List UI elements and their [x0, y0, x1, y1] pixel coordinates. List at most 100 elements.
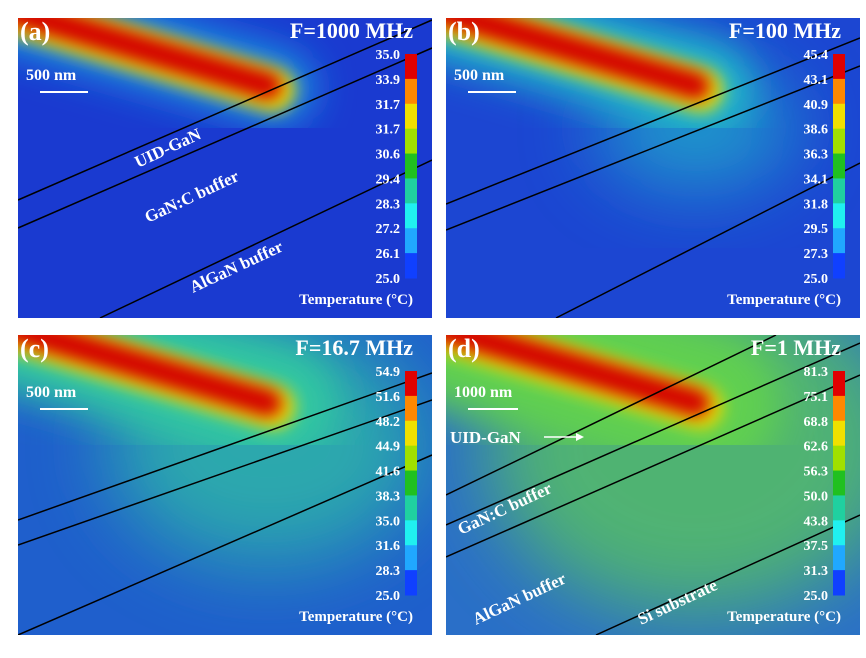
colorbar-segment — [833, 178, 845, 204]
heatmap — [18, 18, 432, 318]
colorbar-tick: 41.6 — [376, 465, 401, 480]
panel-title: F=100 MHz — [729, 18, 841, 43]
colorbar-tick: 29.4 — [376, 172, 401, 187]
colorbar-segment — [405, 395, 417, 422]
panel-title: F=1000 MHz — [290, 18, 413, 43]
colorbar-tick: 28.3 — [376, 197, 401, 212]
colorbar-tick: 31.7 — [376, 98, 401, 113]
colorbar-segment — [833, 371, 845, 397]
colorbar-tick: 31.6 — [376, 539, 401, 554]
layer-boundary — [446, 335, 777, 496]
scale-bar-label: 500 nm — [26, 67, 77, 84]
panel: (c) F=16.7 MHz 500 nm 54.9 51.6 48.2 44.9 41.6 3… — [18, 334, 432, 635]
layer-label: UID-GaN — [450, 428, 522, 447]
heat-core — [446, 335, 710, 417]
colorbar-tick: 33.9 — [376, 73, 401, 88]
colorbar-tick: 51.6 — [376, 390, 401, 405]
colorbar-tick: 50.0 — [804, 489, 829, 504]
colorbar-tick: 31.3 — [804, 564, 829, 579]
panel: (d) F=1 MHz 1000 nm 81.3 75.1 68.8 62.6 56.3 50.… — [446, 334, 860, 635]
panel-title: F=16.7 MHz — [295, 335, 413, 360]
panel: (a) F=1000 MHz 500 nm 35.0 33.9 31.7 31.7 30.6 2… — [18, 17, 432, 318]
heat-core — [18, 18, 282, 100]
layer-boundary — [18, 399, 432, 546]
arrow-head — [576, 433, 584, 441]
panel-label: (c) — [20, 334, 49, 363]
colorbar-segment — [405, 420, 417, 447]
colorbar-segment — [833, 470, 845, 496]
layer-boundary — [18, 454, 432, 635]
colorbar-tick: 37.5 — [804, 539, 829, 554]
colorbar-tick: 30.6 — [376, 148, 401, 163]
colorbar-segment — [833, 103, 845, 130]
colorbar-tick: 56.3 — [804, 465, 829, 480]
colorbar-segment — [405, 78, 417, 105]
colorbar-segment — [405, 545, 417, 571]
colorbar-tick: 28.3 — [376, 564, 401, 579]
panel: (b) F=100 MHz 500 nm 45.4 43.1 40.9 38.6 36.3 34… — [446, 17, 860, 318]
colorbar-tick: 25.0 — [804, 272, 829, 287]
heat-core — [18, 335, 282, 417]
colorbar-tick: 29.5 — [804, 222, 829, 237]
colorbar-segment — [405, 445, 417, 472]
colorbar-segment — [833, 420, 845, 447]
colorbar-tick: 68.8 — [804, 415, 829, 430]
colorbar-title: Temperature (°C) — [727, 292, 841, 308]
colorbar-segment — [405, 371, 417, 397]
colorbar-segment — [833, 570, 845, 596]
colorbar-title: Temperature (°C) — [299, 609, 413, 625]
scale-bar-label: 500 nm — [26, 384, 77, 401]
colorbar-segment — [405, 228, 417, 254]
colorbar-tick: 54.9 — [376, 365, 401, 380]
colorbar-tick: 34.1 — [804, 172, 829, 187]
colorbar-tick: 48.2 — [376, 415, 401, 430]
colorbar-segment — [405, 253, 417, 279]
colorbar-segment — [405, 495, 417, 521]
layer-boundary — [446, 65, 860, 231]
colorbar-tick: 36.3 — [804, 148, 829, 163]
colorbar-tick: 38.6 — [804, 123, 829, 138]
colorbar-segment — [405, 470, 417, 496]
layer-boundary — [18, 372, 432, 521]
colorbar-tick: 45.4 — [804, 48, 829, 63]
panel-label: (b) — [448, 17, 480, 46]
colorbar-segment — [405, 54, 417, 80]
panel-title: F=1 MHz — [751, 335, 841, 360]
layer-boundary — [446, 342, 860, 526]
colorbar-segment — [833, 495, 845, 521]
colorbar-segment — [833, 78, 845, 105]
colorbar-tick: 62.6 — [804, 440, 829, 455]
colorbar-segment — [405, 203, 417, 229]
colorbar-tick: 31.8 — [804, 197, 829, 212]
colorbar-tick: 27.2 — [376, 222, 401, 237]
colorbar-segment — [833, 54, 845, 80]
colorbar-tick: 38.3 — [376, 489, 401, 504]
colorbar-segment — [405, 153, 417, 179]
layer-boundary — [18, 19, 432, 201]
layer-boundary — [595, 514, 860, 635]
layer-boundary — [99, 159, 432, 318]
layer-boundary — [555, 162, 860, 318]
heatmap — [446, 18, 860, 318]
colorbar-tick: 81.3 — [804, 365, 829, 380]
panel-label: (a) — [20, 17, 50, 46]
colorbar-segment — [833, 395, 845, 422]
colorbar-tick: 43.8 — [804, 514, 829, 529]
colorbar-segment — [405, 570, 417, 596]
layer-boundary — [446, 374, 860, 558]
colorbar-segment — [405, 103, 417, 130]
colorbar-tick: 35.0 — [376, 514, 401, 529]
colorbar-segment — [833, 228, 845, 254]
colorbar-segment — [833, 203, 845, 229]
colorbar-tick: 35.0 — [376, 48, 401, 63]
heatmap — [18, 335, 432, 635]
colorbar-segment — [405, 520, 417, 546]
colorbar-tick: 43.1 — [804, 73, 829, 88]
scale-bar-label: 1000 nm — [454, 384, 513, 401]
colorbar-tick: 44.9 — [376, 440, 401, 455]
colorbar-tick: 25.0 — [376, 589, 401, 604]
colorbar-tick: 25.0 — [804, 589, 829, 604]
layer-boundary — [446, 37, 860, 205]
colorbar-segment — [833, 128, 845, 155]
colorbar-tick: 31.7 — [376, 123, 401, 138]
